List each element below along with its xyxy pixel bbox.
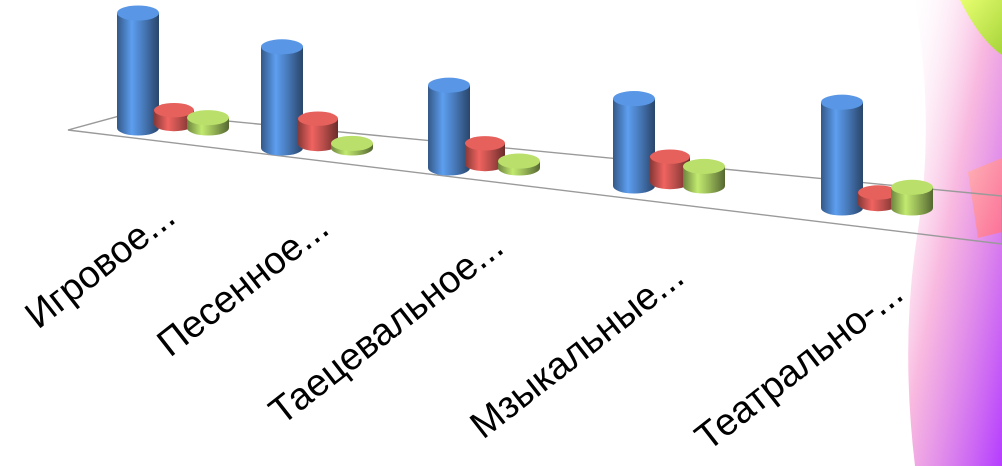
bar-top <box>821 94 863 110</box>
bar-top <box>298 111 338 126</box>
bar-top <box>261 39 303 55</box>
bar <box>261 39 303 156</box>
bar-body <box>261 46 303 156</box>
bar-body <box>613 98 655 194</box>
bar-body <box>683 166 725 194</box>
bar <box>498 153 540 176</box>
bar-top <box>117 5 159 21</box>
bar <box>331 135 373 156</box>
category-label: Мзыкальные... <box>463 255 692 447</box>
bar-top <box>858 185 898 200</box>
floor-plane <box>67 111 1002 245</box>
bar-top <box>683 158 725 175</box>
bar-body <box>465 143 505 172</box>
bar-top <box>650 149 690 164</box>
bar-top <box>187 110 229 126</box>
bar-body <box>821 102 863 216</box>
bar-body <box>891 187 933 216</box>
bar <box>821 94 863 216</box>
bar-top <box>613 91 655 107</box>
category-label: Театрально-... <box>688 272 911 459</box>
bar <box>613 91 655 194</box>
bar-top <box>154 103 194 118</box>
category-label: Игровое... <box>18 195 183 337</box>
decor-lime-shape <box>960 0 1002 55</box>
bar <box>298 111 338 152</box>
bar <box>187 110 229 136</box>
bar-top <box>331 135 373 151</box>
decor-pink-shape <box>968 158 1002 238</box>
decor-swoosh <box>908 0 1002 466</box>
bar <box>683 158 725 194</box>
bar-body <box>298 118 338 152</box>
category-labels: Игровое... Песенное... Таецевальное... М… <box>18 195 911 459</box>
bar <box>428 77 470 176</box>
bar-top <box>891 179 933 195</box>
bar-body <box>650 156 690 190</box>
bar <box>154 103 194 132</box>
bar <box>858 185 898 212</box>
bar-top <box>465 136 505 151</box>
bar <box>650 149 690 190</box>
decor-background <box>908 0 1002 466</box>
bar <box>465 136 505 172</box>
bar-body <box>117 13 159 136</box>
bar-top <box>498 153 540 169</box>
bar-top <box>428 77 470 93</box>
bar-body <box>428 85 470 176</box>
bars-group <box>117 5 933 216</box>
bar <box>891 179 933 216</box>
bar <box>117 5 159 136</box>
